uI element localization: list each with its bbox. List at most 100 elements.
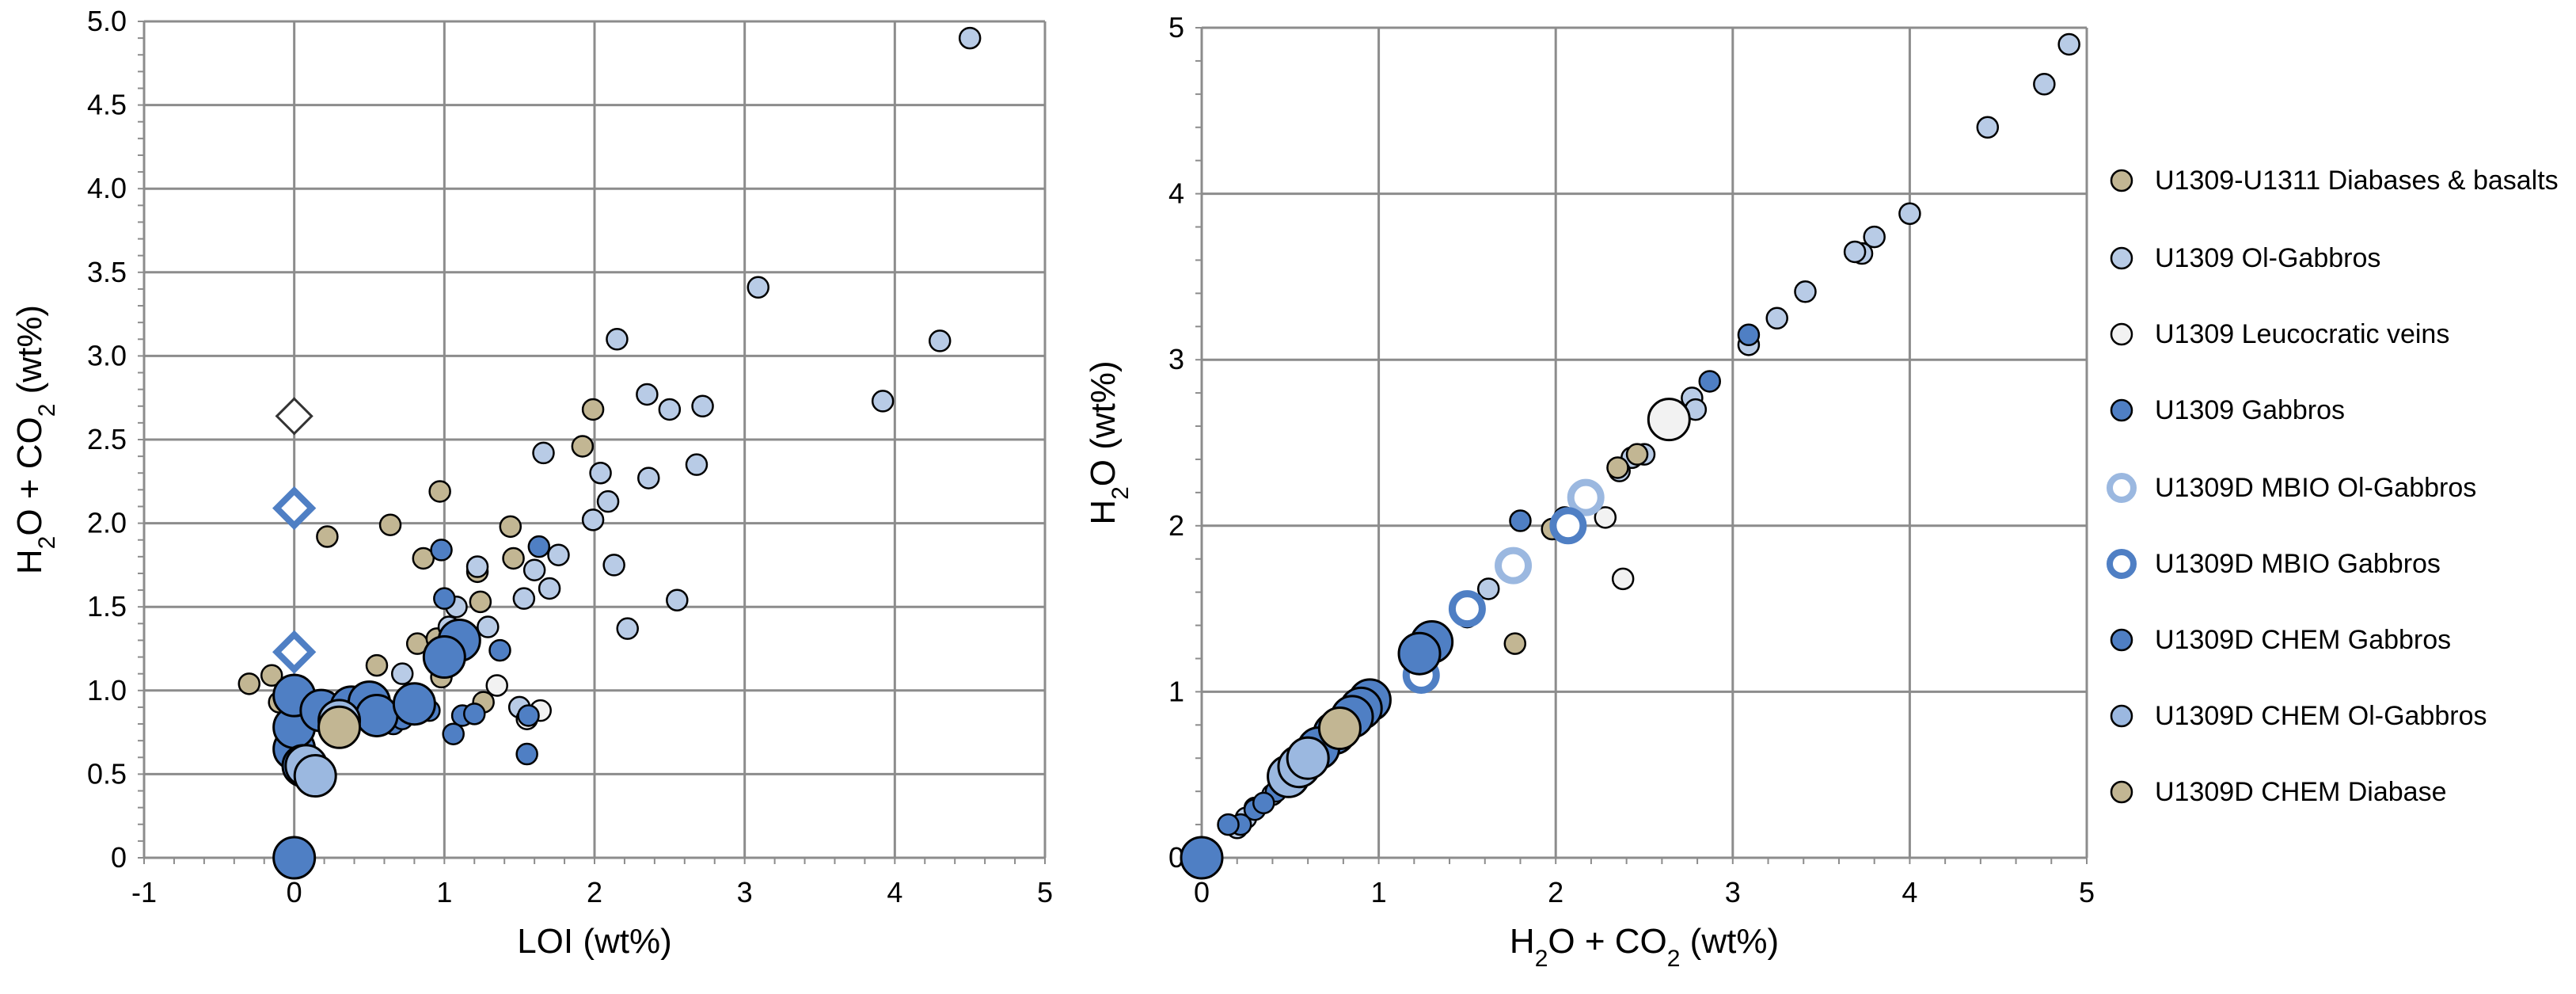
legend-label: U1309 Ol-Gabbros	[2155, 243, 2381, 273]
y-tick-label: 3	[1168, 343, 1184, 375]
gabbro-point	[515, 742, 538, 766]
legend-label: U1309D CHEM Ol-Gabbros	[2155, 701, 2487, 731]
x-tick-label: 0	[287, 876, 302, 908]
olgabbro-point	[1898, 202, 1921, 226]
olgabbro-point	[616, 617, 639, 640]
gabbro-point	[517, 704, 540, 727]
filled-circle-icon	[2110, 704, 2133, 728]
legend-label: U1309D CHEM Diabase	[2155, 777, 2447, 807]
diabase-point	[237, 672, 261, 695]
olgabbro-point	[658, 398, 682, 421]
diabase-point	[499, 515, 522, 539]
olgabbro-point	[928, 329, 952, 352]
chem_gab-large-point	[1180, 836, 1224, 880]
olgabbro-point	[602, 554, 625, 577]
olgabbro-point	[1976, 116, 2000, 139]
diamond-marker	[272, 486, 317, 531]
y-tick-label: 1	[1168, 675, 1184, 707]
olgabbro-point	[390, 662, 414, 685]
legend-label: U1309 Leucocratic veins	[2155, 319, 2450, 349]
x-tick-label: 2	[1548, 876, 1563, 908]
olgabbro-point	[1765, 307, 1788, 330]
filled-circle-icon	[2110, 169, 2133, 192]
filled-circle-icon	[2110, 780, 2133, 804]
y-tick-label: 2.5	[87, 423, 127, 455]
leuco-point	[485, 674, 508, 697]
olgabbro-point	[1476, 577, 1500, 600]
legend-label: U1309-U1311 Diabases & basalts	[2155, 166, 2559, 196]
chem_dia-large-point	[317, 705, 362, 749]
diabase-point	[412, 547, 435, 570]
olgabbro-point	[1794, 280, 1817, 303]
y-tick-label: 3.5	[87, 256, 127, 288]
y-axis-label: H2O (wt%)	[1084, 360, 1134, 524]
x-tick-label: 1	[1371, 876, 1387, 908]
chem_gab-large-point	[1397, 631, 1442, 676]
olgabbro-point	[636, 383, 659, 406]
y-tick-label: 1.0	[87, 674, 127, 706]
olgabbro-point	[596, 489, 620, 513]
diabase-point	[260, 664, 283, 687]
olgabbro-point	[747, 276, 769, 299]
x-tick-label: 3	[1725, 876, 1741, 908]
diabase-point	[365, 653, 389, 677]
y-axis-label: H2O + CO2 (wt%)	[10, 305, 60, 574]
y-tick-label: 0	[1168, 841, 1184, 874]
olgabbro-point	[2057, 32, 2080, 56]
olgabbro-point	[606, 328, 629, 351]
ring-icon	[2107, 473, 2137, 503]
chem_gab-large-point	[272, 836, 317, 880]
filled-circle-icon	[2110, 628, 2133, 652]
olgabbro-point	[522, 558, 546, 581]
gabbro-point	[442, 722, 465, 745]
olgabbro-point	[547, 543, 570, 566]
x-tick-label: 4	[1902, 876, 1917, 908]
x-tick-label: 5	[2079, 876, 2095, 908]
legend-label: U1309 Gabbros	[2155, 395, 2346, 425]
olgabbro-point	[637, 467, 660, 489]
legend-label: U1309D CHEM Gabbros	[2155, 625, 2452, 655]
y-tick-label: 4.5	[87, 89, 127, 121]
olgabbro-point	[958, 26, 982, 50]
leuco-large-point	[1647, 398, 1691, 442]
olgabbro-point	[871, 390, 895, 413]
gabbro-point	[1698, 370, 1721, 393]
x-tick-label: -1	[131, 876, 157, 908]
diabase-point	[502, 547, 525, 570]
gabbro-point	[1252, 791, 1275, 815]
x-tick-label: 1	[436, 876, 452, 908]
y-tick-label: 0.5	[87, 757, 127, 790]
gabbro-point	[1737, 323, 1761, 347]
olgabbro-point	[589, 461, 612, 485]
filled-circle-icon	[2110, 398, 2133, 422]
diabase-point	[1503, 632, 1527, 655]
olgabbro-point	[691, 394, 714, 418]
y-tick-label: 0	[111, 841, 127, 874]
diabase-point	[1625, 443, 1649, 466]
leuco-point	[1611, 567, 1635, 591]
olgabbro-point	[477, 615, 500, 638]
mbio_gab-ring-point	[1549, 507, 1587, 545]
chem_gab-large-point	[355, 693, 399, 737]
y-tick-label: 5.0	[87, 5, 127, 37]
diabase-point	[571, 435, 595, 458]
y-tick-label: 4	[1168, 177, 1184, 210]
x-tick-label: 2	[587, 876, 602, 908]
gabbro-point	[527, 535, 551, 558]
chem_gab-large-point	[392, 682, 436, 726]
chem_gab-large-point	[422, 635, 466, 680]
mbio_ol-ring-point	[1495, 547, 1533, 585]
chem_ol-large-point	[293, 754, 337, 798]
olgabbro-point	[2033, 73, 2056, 96]
diabase-point	[469, 590, 492, 614]
filled-circle-icon	[2110, 246, 2133, 270]
olgabbro-point	[1843, 240, 1867, 264]
mbio_gab-ring-point	[1448, 590, 1486, 628]
gabbro-point	[1217, 813, 1240, 836]
x-axis-label: H2O + CO2 (wt%)	[1510, 922, 1779, 972]
diabase-point	[581, 398, 605, 421]
gabbro-point	[463, 703, 486, 726]
olgabbro-point	[512, 587, 536, 610]
diamond-marker	[275, 397, 313, 436]
y-tick-label: 2.0	[87, 507, 127, 539]
